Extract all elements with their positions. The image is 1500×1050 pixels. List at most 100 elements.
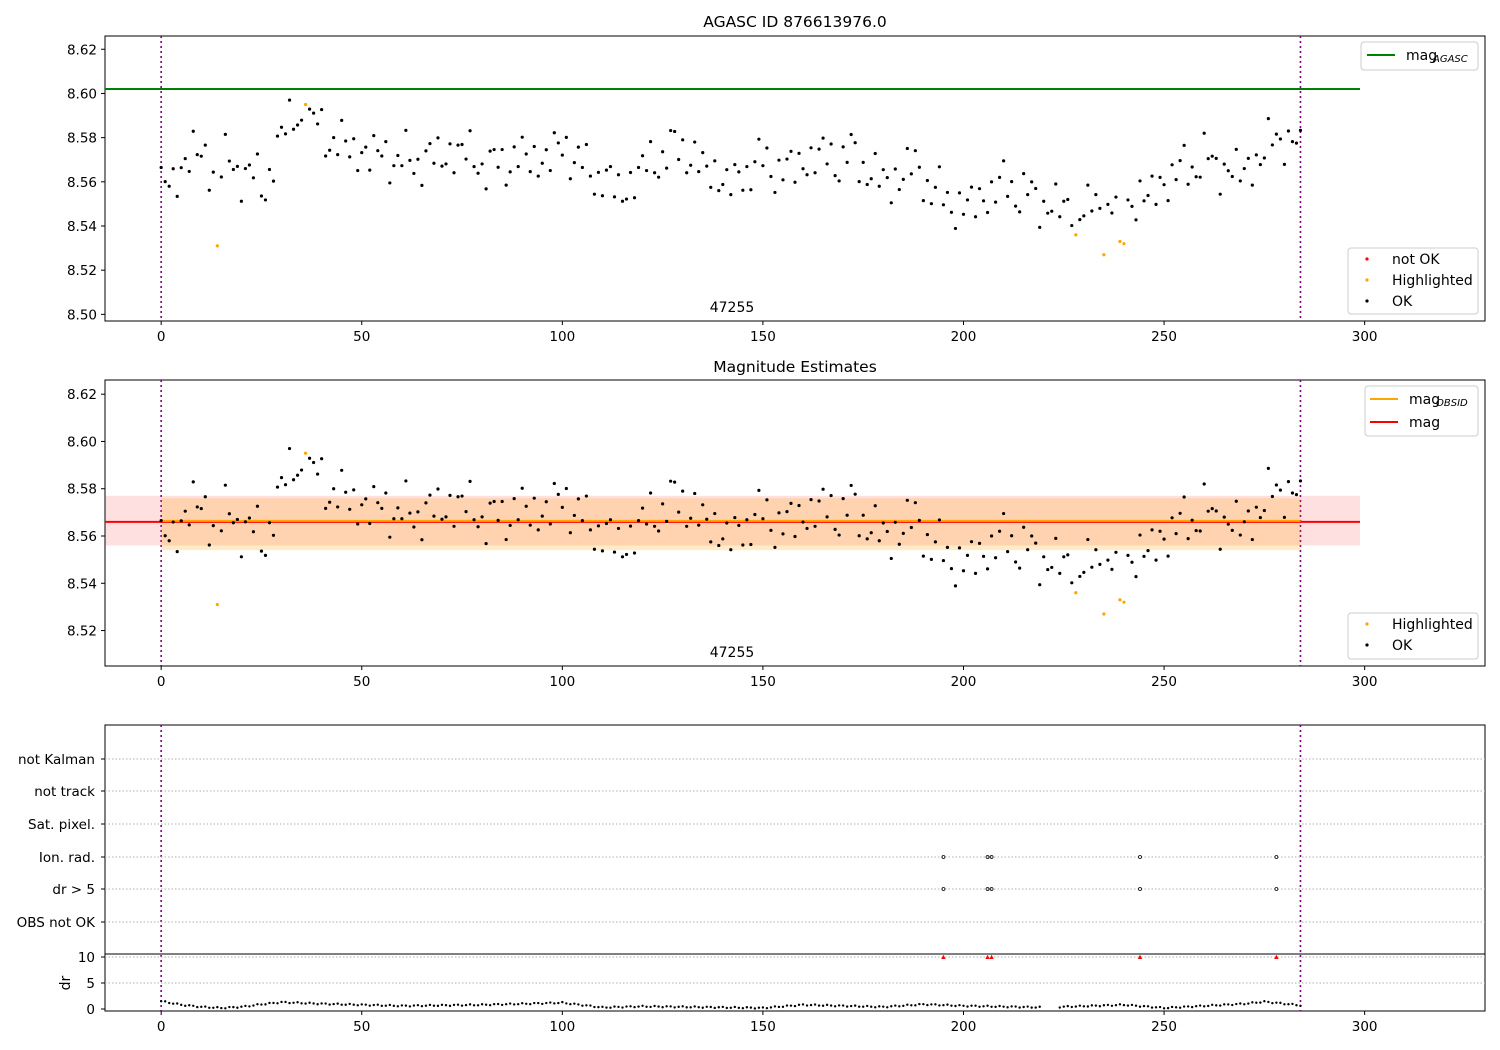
ok-point	[689, 516, 693, 520]
dr-point	[328, 1003, 331, 1006]
ok-point	[191, 129, 195, 133]
ok-point	[769, 174, 773, 179]
dr-point	[849, 1004, 853, 1008]
dr-point	[364, 1003, 367, 1006]
ok-point	[468, 129, 472, 133]
ok-point	[1182, 495, 1186, 499]
ok-point	[328, 500, 332, 504]
obsid-annotation-top: 47255	[710, 300, 755, 316]
highlighted-point	[1118, 239, 1122, 244]
axes-frame	[104, 35, 1486, 322]
dr-point	[1150, 1006, 1154, 1009]
ok-point	[793, 180, 797, 184]
axes-frame	[104, 724, 1486, 1012]
ok-point	[436, 487, 440, 491]
dr-point	[336, 1002, 339, 1005]
dr-outlier-marker	[941, 954, 946, 959]
dr-point	[248, 1005, 251, 1008]
ok-point	[572, 513, 576, 518]
dr-point	[789, 1004, 793, 1007]
ok-point	[624, 197, 629, 201]
ok-point	[821, 487, 825, 491]
ok-point	[452, 524, 456, 528]
dr-point	[910, 1004, 913, 1007]
dr-point	[1158, 1005, 1162, 1009]
ok-point	[211, 170, 215, 174]
ok-point	[1206, 157, 1210, 161]
dr-point	[1026, 1005, 1029, 1008]
ok-point	[167, 539, 171, 543]
ok-point	[496, 518, 500, 523]
ok-point	[1270, 494, 1274, 499]
ok-point	[837, 533, 841, 537]
ok-point	[689, 163, 693, 167]
highlighted-point	[1118, 598, 1122, 602]
ok-point	[195, 153, 199, 157]
ok-point	[440, 517, 444, 521]
dr-point	[252, 1004, 255, 1007]
ok-point	[263, 198, 268, 202]
ok-point	[1206, 509, 1210, 513]
dr-point	[516, 1003, 520, 1006]
ok-point	[384, 140, 388, 144]
ok-point	[913, 501, 917, 505]
ok-point	[652, 171, 657, 175]
ok-point	[1094, 548, 1098, 552]
ok-point	[271, 179, 276, 183]
dr-point	[681, 1005, 684, 1008]
ok-point	[657, 529, 661, 533]
flag-label: Ion. rad.	[39, 850, 95, 866]
dr-point	[368, 1004, 371, 1007]
ok-point	[504, 537, 508, 542]
ok-point	[392, 517, 396, 521]
dr-point	[902, 1004, 905, 1008]
dr-point	[176, 1002, 179, 1005]
x-tick-label: 100	[549, 1019, 575, 1035]
dr-point	[950, 1004, 953, 1007]
ok-point	[801, 520, 805, 524]
ok-point	[476, 525, 480, 529]
dr-point	[424, 1004, 428, 1007]
y-tick-label: 8.60	[67, 434, 97, 450]
ok-point	[191, 480, 195, 484]
dr-point	[573, 1002, 576, 1005]
ok-point	[1002, 159, 1006, 163]
ok-point	[404, 128, 408, 132]
ok-point	[291, 478, 296, 482]
dr-point	[974, 1004, 977, 1007]
ok-point	[765, 146, 769, 150]
x-tick-label: 250	[1151, 329, 1177, 345]
dr-point	[1182, 1005, 1186, 1008]
dr-point	[316, 1003, 319, 1006]
ok-point	[179, 166, 183, 170]
dr-point	[400, 1004, 404, 1007]
ok-point	[753, 160, 757, 164]
ok-point	[761, 517, 765, 521]
dr-point	[545, 1001, 548, 1005]
highlighted-point	[215, 602, 219, 607]
dr-point	[1206, 1004, 1210, 1008]
dr-point	[918, 1002, 921, 1006]
ok-point	[520, 486, 524, 490]
ok-point	[412, 171, 416, 176]
ok-point	[701, 151, 705, 155]
ok-point	[428, 493, 432, 497]
dr-point	[1166, 1006, 1170, 1010]
ok-point	[1242, 166, 1246, 171]
dr-point	[537, 1001, 540, 1005]
dr-point	[224, 1007, 227, 1010]
dr-point	[1219, 1004, 1222, 1007]
ok-point	[989, 180, 994, 184]
ok-point	[685, 524, 689, 528]
ok-point	[372, 485, 376, 489]
dr-point	[845, 1005, 849, 1008]
ok-point	[227, 512, 231, 516]
ok-point	[1190, 165, 1194, 169]
ok-point	[1046, 211, 1050, 215]
ok-point	[1054, 536, 1058, 540]
dr-point	[589, 1004, 592, 1007]
ok-point	[324, 506, 328, 510]
dr-point	[372, 1003, 375, 1007]
ok-point	[436, 136, 440, 140]
ok-point	[1194, 175, 1198, 179]
